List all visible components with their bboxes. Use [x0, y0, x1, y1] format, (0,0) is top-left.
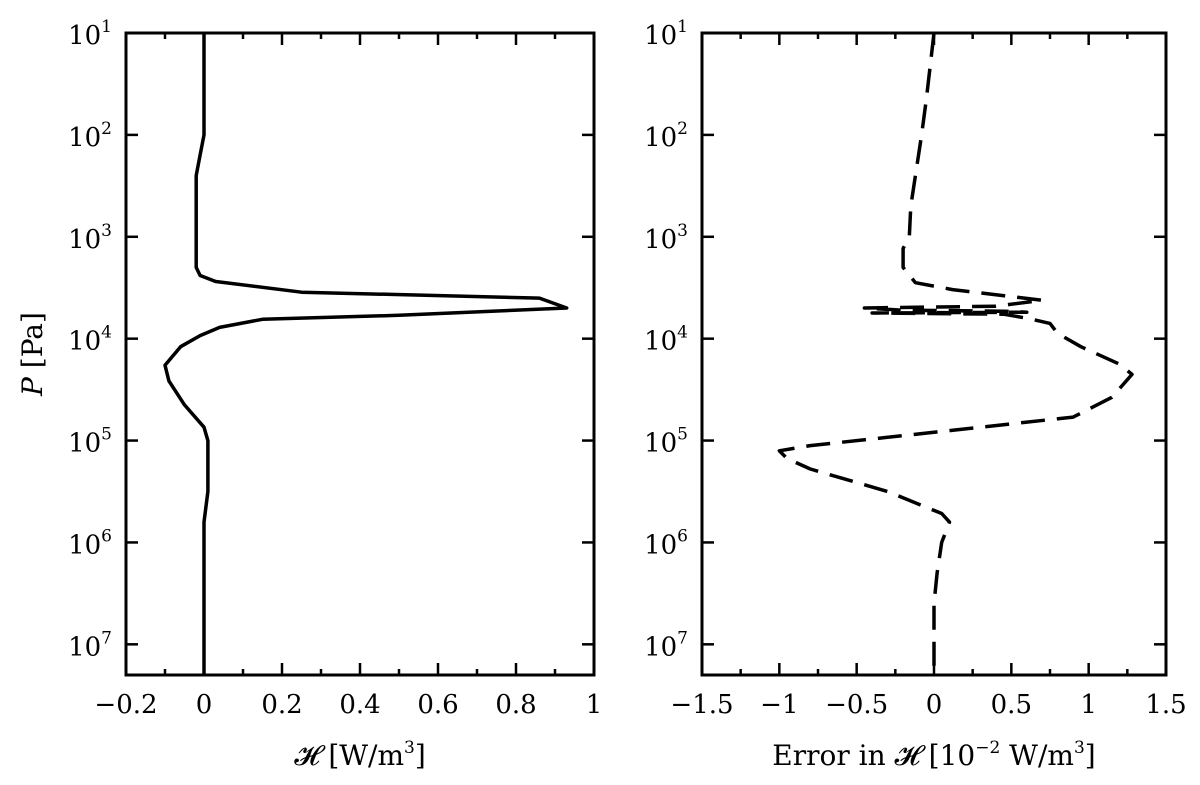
y-tick-label: 107	[644, 628, 688, 662]
x-tick-label: 0.6	[417, 690, 458, 720]
label-text: 𝓗 [W/m	[294, 739, 404, 772]
y-tick-label: 103	[644, 221, 688, 255]
y-tick-base: 10	[644, 327, 677, 357]
x-tick-label: 0	[196, 690, 213, 720]
y-tick-exponent: 5	[677, 425, 688, 445]
y-label-part: P	[16, 376, 49, 397]
y-tick-label: 104	[68, 323, 112, 357]
y-tick-exponent: 7	[677, 628, 688, 648]
y-tick-label: 106	[644, 526, 688, 560]
y-tick-base: 10	[68, 327, 101, 357]
y-tick-exponent: 5	[101, 425, 112, 445]
y-tick-base: 10	[644, 530, 677, 560]
right-panel: −1.5 −1 −0.5 0 0.5 1 1.5101102103104105106107E…	[644, 17, 1187, 772]
y-tick-exponent: 3	[101, 221, 112, 241]
label-superscript: 3	[404, 738, 415, 758]
series-line	[777, 32, 1134, 675]
y-tick-label: 102	[68, 119, 112, 153]
x-tick-label: −0.2	[94, 690, 157, 720]
x-tick-label: 0.2	[261, 690, 302, 720]
y-tick-label: 101	[644, 17, 688, 51]
x-tick-label: 1.5	[1145, 690, 1186, 720]
y-tick-exponent: 2	[677, 119, 688, 139]
y-axis-label: P [Pa]	[16, 312, 49, 397]
y-tick-label: 105	[68, 425, 112, 459]
x-tick-label: −0.5	[825, 690, 888, 720]
y-tick-exponent: 4	[677, 323, 688, 343]
label-text: Error in 𝓗 [10	[772, 739, 975, 772]
y-tick-base: 10	[644, 123, 677, 153]
y-tick-exponent: 4	[101, 323, 112, 343]
y-tick-exponent: 2	[101, 119, 112, 139]
y-tick-label: 104	[644, 323, 688, 357]
x-tick-label: 1	[586, 690, 603, 720]
label-text: ]	[1085, 739, 1096, 772]
x-tick-label: 1	[1080, 690, 1097, 720]
y-tick-base: 10	[68, 123, 101, 153]
label-superscript: 3	[1074, 738, 1085, 758]
x-tick-label: 0	[926, 690, 943, 720]
y-tick-exponent: 1	[101, 17, 112, 37]
y-tick-base: 10	[68, 225, 101, 255]
y-tick-exponent: 1	[677, 17, 688, 37]
y-tick-label: 102	[644, 119, 688, 153]
y-tick-label: 106	[68, 526, 112, 560]
x-axis-label: 𝓗 [W/m3]	[294, 738, 426, 772]
y-tick-exponent: 7	[101, 628, 112, 648]
y-tick-base: 10	[68, 632, 101, 662]
x-tick-label: 0.5	[991, 690, 1032, 720]
x-tick-label: −1	[760, 690, 798, 720]
y-tick-label: 105	[644, 425, 688, 459]
y-tick-base: 10	[644, 21, 677, 51]
y-tick-label: 103	[68, 221, 112, 255]
y-tick-label: 101	[68, 17, 112, 51]
x-tick-label: 0.8	[495, 690, 536, 720]
y-tick-base: 10	[68, 530, 101, 560]
y-tick-exponent: 6	[677, 526, 688, 546]
y-tick-base: 10	[644, 225, 677, 255]
y-tick-exponent: 3	[677, 221, 688, 241]
label-superscript: −2	[975, 738, 1000, 758]
y-tick-label: 107	[68, 628, 112, 662]
y-tick-base: 10	[68, 21, 101, 51]
y-tick-base: 10	[644, 429, 677, 459]
y-label-part: [Pa]	[16, 312, 49, 377]
left-panel: −0.2 0 0.2 0.4 0.6 0.8 1101102103104105106107𝓗…	[16, 17, 602, 772]
y-tick-base: 10	[644, 632, 677, 662]
plot-frame	[124, 31, 596, 677]
x-axis-label: Error in 𝓗 [10−2 W/m3]	[772, 738, 1095, 772]
y-tick-exponent: 6	[101, 526, 112, 546]
x-tick-label: 0.4	[339, 690, 380, 720]
label-text: ]	[415, 739, 426, 772]
x-tick-label: −1.5	[670, 690, 733, 720]
y-tick-base: 10	[68, 429, 101, 459]
label-text: W/m	[1000, 739, 1074, 772]
series-line	[163, 33, 569, 675]
